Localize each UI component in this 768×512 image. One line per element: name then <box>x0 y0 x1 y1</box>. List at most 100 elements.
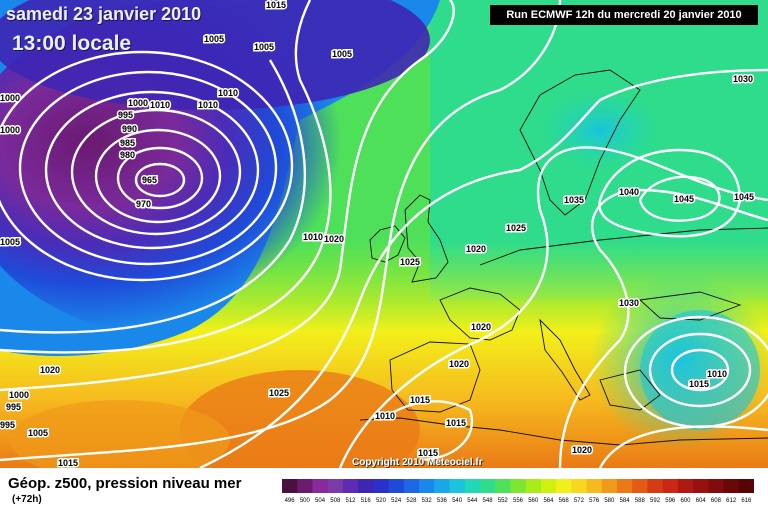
pressure-label: 1025 <box>506 223 526 233</box>
pressure-label: 1030 <box>733 74 753 84</box>
legend-swatch <box>419 479 435 493</box>
pressure-label: 1020 <box>40 365 60 375</box>
pressure-label: 1045 <box>734 192 754 202</box>
legend-swatch <box>312 479 329 493</box>
pressure-label: 1015 <box>418 448 438 458</box>
legend-swatch <box>297 479 313 493</box>
forecast-map: 1015 1005 1005 1005 1010 1010 1010 995 9… <box>0 0 768 468</box>
coast-north-africa <box>359 417 768 446</box>
pressure-label: 1000 <box>128 98 148 108</box>
isobar-1000 <box>0 59 307 334</box>
isobar-1035 <box>598 148 742 238</box>
coastlines <box>359 69 768 446</box>
pressure-label: 1020 <box>572 445 592 455</box>
isobar-965 <box>134 162 186 198</box>
pressure-label: 985 <box>120 138 135 148</box>
legend-swatch <box>662 479 679 493</box>
pressure-labels: 1015 1005 1005 1005 1010 1010 1010 995 9… <box>0 0 756 468</box>
legend-swatch <box>449 479 466 493</box>
legend-label: 528 <box>406 498 417 504</box>
legend-label: 556 <box>513 498 524 504</box>
pressure-label: 1035 <box>564 195 584 205</box>
pressure-label: 995 <box>0 420 15 430</box>
legend-label: 520 <box>376 498 387 504</box>
legend-label: 508 <box>330 498 341 504</box>
isobar-995 <box>0 50 294 282</box>
legend-label: 544 <box>467 498 478 504</box>
legend-label: 580 <box>604 498 615 504</box>
pressure-label: 1015 <box>58 458 78 468</box>
legend-label: 540 <box>452 498 463 504</box>
pressure-label: 1005 <box>0 237 20 247</box>
geopotential-north-trough <box>0 0 430 110</box>
legend-swatch <box>601 479 618 493</box>
pressure-label: 1010 <box>303 232 323 242</box>
legend-swatch <box>495 479 511 493</box>
legend-swatch <box>464 479 481 493</box>
legend-swatch <box>738 479 754 493</box>
coast-greece <box>599 369 661 411</box>
isobar-990 <box>18 70 278 266</box>
isobar-balkan-1015 <box>648 332 752 408</box>
legend-label: 536 <box>437 498 448 504</box>
legend-label: 576 <box>589 498 600 504</box>
pressure-label: 1045 <box>674 194 694 204</box>
coast-italy <box>539 318 591 401</box>
isobar-balkan-1010 <box>670 348 730 392</box>
isobar-985 <box>44 90 260 250</box>
isobar-1030 <box>558 188 768 468</box>
legend-swatch <box>693 479 709 493</box>
legend-label: 572 <box>574 498 585 504</box>
legend-label: 568 <box>559 498 570 504</box>
geopotential-warm-core <box>180 370 420 468</box>
pressure-label: 1040 <box>619 187 639 197</box>
coast-north-europe <box>479 227 768 266</box>
legend-label: 584 <box>620 498 631 504</box>
legend-label: 516 <box>361 498 372 504</box>
pressure-label: 995 <box>118 110 133 120</box>
pressure-label: 980 <box>120 150 135 160</box>
pressure-label: 1005 <box>28 428 48 438</box>
isobar-iberia-1010 <box>379 400 474 462</box>
copyright-text: Copyright 2010 Meteociel.fr <box>352 457 483 468</box>
coast-france <box>439 287 521 341</box>
isobar-1040 <box>638 175 721 222</box>
forecast-date: samedi 23 janvier 2010 <box>6 4 202 24</box>
isobar-1020 <box>199 68 768 468</box>
geopotential-warm-west <box>10 400 230 468</box>
legend-label: 532 <box>422 498 433 504</box>
legend-label: 564 <box>543 498 554 504</box>
legend-swatch <box>586 479 603 493</box>
legend-swatch <box>434 479 450 493</box>
coast-black-sea <box>638 291 742 321</box>
legend-swatch <box>540 479 557 493</box>
legend-label: 552 <box>498 498 509 504</box>
model-run-banner: Run ECMWF 12h du mercredi 20 janvier 201… <box>490 5 758 25</box>
legend-label: 496 <box>285 498 296 504</box>
legend-label: 548 <box>483 498 494 504</box>
pressure-label: 1030 <box>619 298 639 308</box>
pressure-label: 1005 <box>254 42 274 52</box>
isobar-1010 <box>0 0 455 392</box>
legend-label: 596 <box>665 498 676 504</box>
pressure-label: 1010 <box>707 369 727 379</box>
coast-scandinavia <box>519 69 641 216</box>
color-scale-legend: 496 500 504 508 512 516 520 524 528 532 536 540 544 5… <box>282 479 754 504</box>
legend-swatch <box>373 479 390 493</box>
pressure-label: 1015 <box>689 379 709 389</box>
pressure-label: 1000 <box>9 390 29 400</box>
map-caption: Géop. z500, pression niveau mer <box>8 475 242 492</box>
legend-label: 608 <box>711 498 722 504</box>
legend-swatch <box>647 479 664 493</box>
pressure-label: 990 <box>122 124 137 134</box>
legend-swatch <box>479 479 496 493</box>
legend-swatch <box>358 479 374 493</box>
legend-label: 604 <box>696 498 707 504</box>
pressure-label: 1000 <box>0 93 20 103</box>
isobar-970 <box>116 146 204 210</box>
legend-swatch <box>403 479 420 493</box>
isobar-980 <box>70 108 242 236</box>
legend-label: 504 <box>315 498 326 504</box>
pressure-label: 970 <box>136 199 151 209</box>
